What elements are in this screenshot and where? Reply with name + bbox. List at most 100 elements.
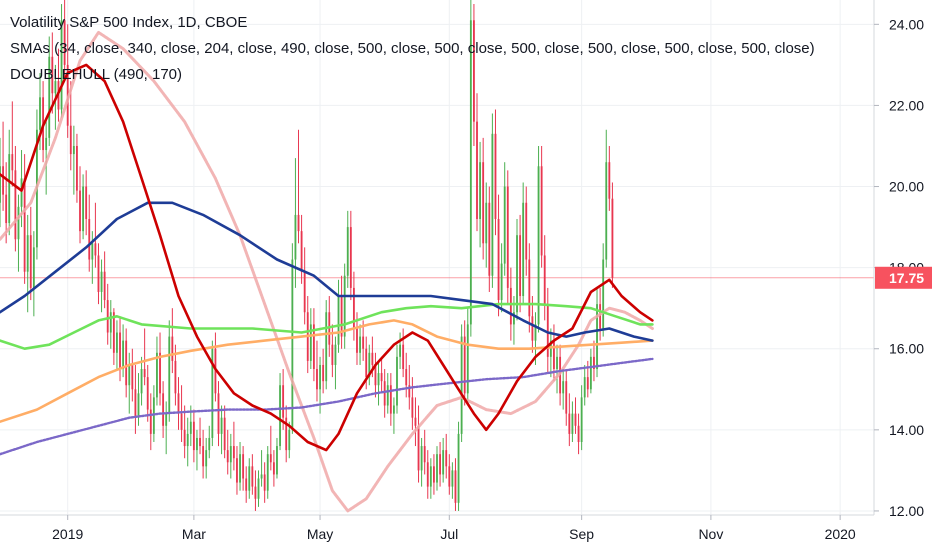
last-price-value: 17.75 (889, 270, 924, 286)
candle-body (103, 271, 106, 301)
candle-body (432, 466, 435, 483)
candle-body (257, 478, 260, 499)
candle-body (556, 356, 558, 370)
candle-body (568, 413, 571, 434)
candle-body (143, 369, 146, 378)
candle-body (334, 344, 337, 365)
x-tick-label: Nov (698, 526, 723, 542)
candle-body (134, 389, 137, 418)
candle-body (340, 296, 343, 337)
candle-body (534, 324, 537, 341)
candle-body (106, 300, 109, 333)
candle-body (282, 385, 285, 418)
y-tick-label: 12.00 (889, 503, 924, 519)
candle-body (445, 450, 448, 467)
candle-body (417, 425, 420, 471)
candle-body (186, 433, 189, 447)
candle-body (248, 466, 251, 491)
candle-body (217, 393, 220, 434)
x-tick-label: Sep (569, 526, 594, 542)
candle-body (482, 162, 485, 244)
candle-body (611, 198, 614, 278)
series-line-sma-500 (0, 357, 654, 456)
candle-body (509, 287, 512, 325)
candle-body (583, 377, 586, 398)
candle-body (303, 271, 306, 313)
candle-body (596, 304, 598, 370)
candle-body (546, 304, 549, 357)
candle-body (380, 373, 383, 382)
doublehull-legend[interactable]: DOUBLEHULL (490, 170) (10, 66, 183, 83)
candle-body (423, 446, 426, 463)
y-tick-label: 20.00 (889, 179, 924, 195)
candle-body (226, 450, 229, 463)
candle-body (85, 186, 88, 219)
candle-body (242, 454, 245, 479)
y-tick-label: 22.00 (889, 97, 924, 113)
candle-body (608, 162, 611, 199)
last-price-badge (875, 266, 932, 289)
candle-body (245, 478, 248, 491)
candle-body (269, 454, 272, 463)
candle-body (51, 56, 54, 94)
y-tick-label: 16.00 (889, 341, 924, 357)
candle-body (346, 227, 349, 276)
candle-body (146, 377, 149, 410)
y-tick-label: 14.00 (889, 422, 924, 438)
candle-body (537, 166, 540, 325)
candle-body (325, 312, 328, 382)
candle-body (414, 417, 417, 426)
candle-body (17, 206, 20, 240)
candle-body (177, 393, 180, 414)
candle-body (220, 417, 223, 434)
x-axis[interactable]: 2019 Mar May Jul Sep Nov 2020 (52, 515, 856, 542)
candle-body (229, 446, 232, 463)
candle-body (208, 437, 211, 451)
candle-body (426, 462, 429, 487)
x-tick-label: Jul (440, 526, 458, 542)
candle-body (72, 145, 75, 155)
candle-body (571, 413, 574, 434)
candle-body (131, 364, 134, 390)
candle-body (54, 81, 57, 94)
candle-body (165, 413, 168, 426)
candle-body (239, 454, 241, 483)
candle-body (294, 214, 297, 260)
x-tick-label: May (307, 526, 333, 542)
candle-body (276, 446, 278, 475)
candle-body (162, 393, 165, 426)
candle-body (14, 170, 17, 240)
candle-body (109, 312, 112, 333)
candle-body (473, 20, 475, 122)
candle-body (159, 352, 161, 394)
candle-body (389, 385, 392, 414)
candle-body (2, 166, 5, 195)
candle-body (266, 454, 269, 491)
candle-body (525, 202, 528, 260)
symbol-title[interactable]: Volatility S&P 500 Index, 1D, CBOE (10, 14, 248, 31)
candle-body (522, 202, 525, 297)
indicator-lines (0, 30, 654, 513)
sma-legend[interactable]: SMAs (34, close, 340, close, 204, close,… (10, 40, 815, 57)
candle-body (506, 186, 509, 288)
candle-body (454, 470, 457, 503)
candle-body (88, 218, 91, 260)
candle-body (180, 413, 183, 430)
candle-body (463, 336, 466, 394)
candle-body (39, 97, 41, 130)
series-line-sma-34 (0, 63, 654, 452)
candle-body (119, 332, 121, 370)
candle-body (260, 474, 263, 479)
candle-body (199, 437, 201, 447)
candle-body (586, 377, 589, 390)
candle-body (593, 356, 595, 370)
candle-body (94, 243, 97, 256)
y-tick-label: 24.00 (889, 16, 924, 32)
candle-body (516, 235, 518, 313)
candle-body (500, 263, 503, 301)
candle-body (352, 287, 355, 329)
candle-body (368, 352, 371, 378)
candle-body (79, 190, 81, 232)
